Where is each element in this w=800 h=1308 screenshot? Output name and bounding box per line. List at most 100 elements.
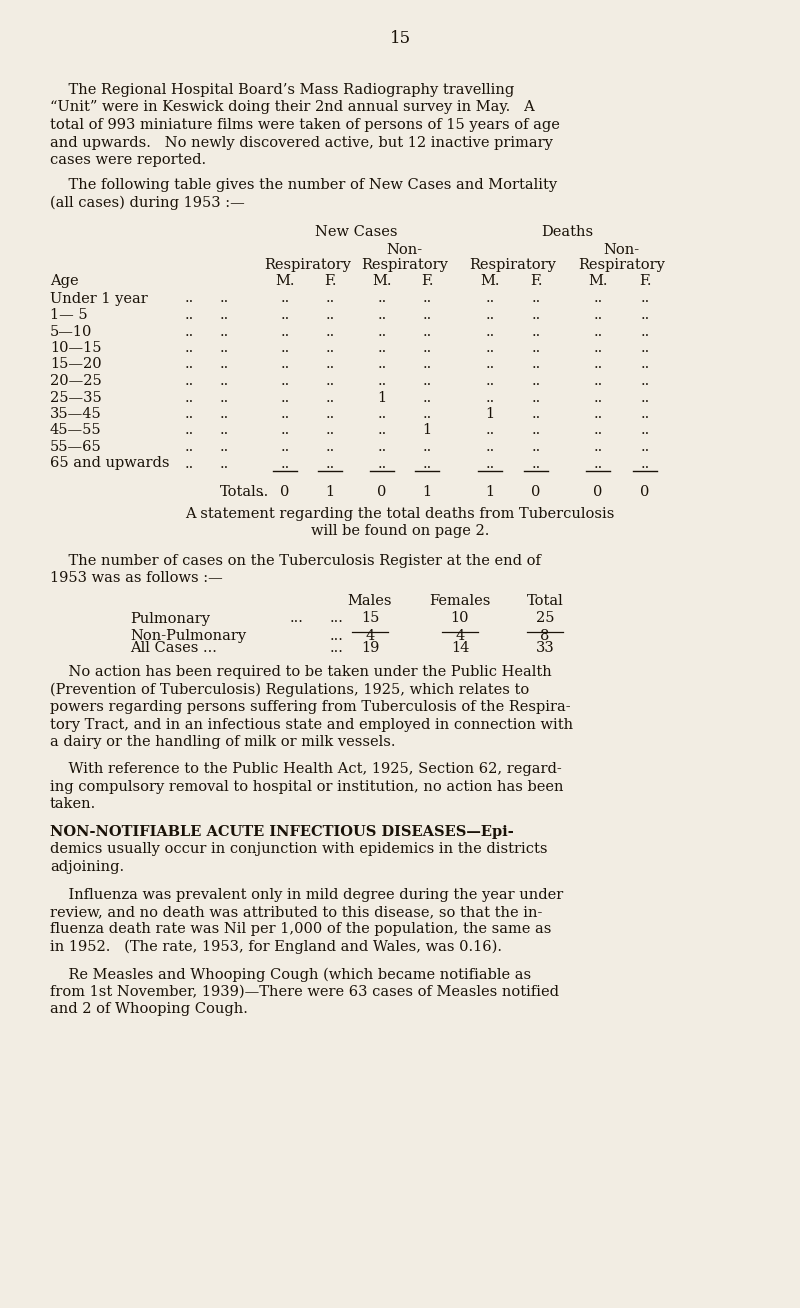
Text: ..: .. [220,307,230,322]
Text: ..: .. [594,456,602,471]
Text: 1953 was as follows :—: 1953 was as follows :— [50,572,222,586]
Text: 1: 1 [326,485,334,498]
Text: ..: .. [280,456,290,471]
Text: (all cases) during 1953 :—: (all cases) during 1953 :— [50,196,245,211]
Text: ..: .. [640,307,650,322]
Text: will be found on page 2.: will be found on page 2. [311,525,489,539]
Text: 25: 25 [536,612,554,625]
Text: ..: .. [531,307,541,322]
Text: NON-NOTIFIABLE ACUTE INFECTIOUS DISEASES—Epi-: NON-NOTIFIABLE ACUTE INFECTIOUS DISEASES… [50,825,514,838]
Text: ..: .. [185,307,194,322]
Text: ..: .. [326,307,334,322]
Text: 4: 4 [455,629,465,644]
Text: M.: M. [588,273,608,288]
Text: ..: .. [640,391,650,404]
Text: 14: 14 [451,641,469,655]
Text: Under 1 year: Under 1 year [50,292,148,306]
Text: ..: .. [378,374,386,388]
Text: ..: .. [531,324,541,339]
Text: (Prevention of Tuberculosis) Regulations, 1925, which relates to: (Prevention of Tuberculosis) Regulations… [50,683,530,697]
Text: ..: .. [531,391,541,404]
Text: No action has been required to be taken under the Public Health: No action has been required to be taken … [50,664,552,679]
Text: Males: Males [348,594,392,608]
Text: ..: .. [640,407,650,421]
Text: ..: .. [326,456,334,471]
Text: ..: .. [326,439,334,454]
Text: ..: .. [640,357,650,371]
Text: ..: .. [640,424,650,437]
Text: ..: .. [185,407,194,421]
Text: ..: .. [422,357,432,371]
Text: ..: .. [326,424,334,437]
Text: ..: .. [220,456,230,471]
Text: ..: .. [422,307,432,322]
Text: Re Measles and Whooping Cough (which became notifiable as: Re Measles and Whooping Cough (which bec… [50,968,531,982]
Text: ..: .. [486,374,494,388]
Text: ...: ... [330,612,344,625]
Text: ..: .. [185,357,194,371]
Text: 15: 15 [361,612,379,625]
Text: cases were reported.: cases were reported. [50,153,206,167]
Text: ..: .. [640,456,650,471]
Text: ..: .. [486,391,494,404]
Text: ..: .. [594,357,602,371]
Text: ...: ... [330,641,344,655]
Text: Non-: Non- [386,243,422,256]
Text: 55—65: 55—65 [50,439,102,454]
Text: Respiratory: Respiratory [578,259,665,272]
Text: tory Tract, and in an infectious state and employed in connection with: tory Tract, and in an infectious state a… [50,718,573,731]
Text: and 2 of Whooping Cough.: and 2 of Whooping Cough. [50,1002,248,1016]
Text: Females: Females [430,594,490,608]
Text: ..: .. [280,407,290,421]
Text: ..: .. [531,292,541,306]
Text: ...: ... [330,629,344,644]
Text: 65 and upwards: 65 and upwards [50,456,170,471]
Text: ..: .. [280,357,290,371]
Text: 1: 1 [378,391,386,404]
Text: ..: .. [260,485,270,498]
Text: ..: .. [378,307,386,322]
Text: ..: .. [594,307,602,322]
Text: “Unit” were in Keswick doing their 2nd annual survey in May.   A: “Unit” were in Keswick doing their 2nd a… [50,101,534,115]
Text: ..: .. [220,374,230,388]
Text: ..: .. [422,439,432,454]
Text: 1: 1 [486,485,494,498]
Text: The Regional Hospital Board’s Mass Radiography travelling: The Regional Hospital Board’s Mass Radio… [50,82,514,97]
Text: ..: .. [280,292,290,306]
Text: Age: Age [50,273,78,288]
Text: Non-Pulmonary: Non-Pulmonary [130,629,246,644]
Text: ..: .. [220,391,230,404]
Text: 5—10: 5—10 [50,324,92,339]
Text: ..: .. [185,341,194,354]
Text: 1— 5: 1— 5 [50,307,88,322]
Text: ..: .. [531,424,541,437]
Text: ..: .. [486,307,494,322]
Text: 35—45: 35—45 [50,407,102,421]
Text: F.: F. [421,273,434,288]
Text: ..: .. [486,357,494,371]
Text: ..: .. [486,456,494,471]
Text: ..: .. [422,292,432,306]
Text: 8: 8 [540,629,550,644]
Text: ..: .. [422,456,432,471]
Text: F.: F. [324,273,336,288]
Text: ..: .. [640,374,650,388]
Text: ..: .. [531,439,541,454]
Text: ..: .. [640,292,650,306]
Text: ...: ... [290,612,304,625]
Text: 45—55: 45—55 [50,424,102,437]
Text: ..: .. [220,292,230,306]
Text: 4: 4 [366,629,374,644]
Text: 33: 33 [536,641,554,655]
Text: ..: .. [378,439,386,454]
Text: total of 993 miniature films were taken of persons of 15 years of age: total of 993 miniature films were taken … [50,118,560,132]
Text: ..: .. [486,424,494,437]
Text: ..: .. [185,292,194,306]
Text: M.: M. [372,273,392,288]
Text: ing compulsory removal to hospital or institution, no action has been: ing compulsory removal to hospital or in… [50,780,563,794]
Text: ..: .. [378,324,386,339]
Text: ..: .. [185,424,194,437]
Text: ..: .. [280,391,290,404]
Text: 10: 10 [450,612,470,625]
Text: ..: .. [220,357,230,371]
